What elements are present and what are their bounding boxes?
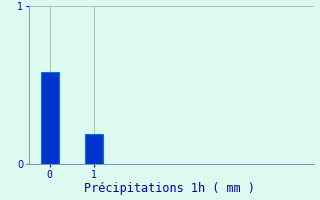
Bar <box>41 72 59 164</box>
Bar <box>85 134 102 164</box>
X-axis label: Précipitations 1h ( mm ): Précipitations 1h ( mm ) <box>84 182 255 195</box>
